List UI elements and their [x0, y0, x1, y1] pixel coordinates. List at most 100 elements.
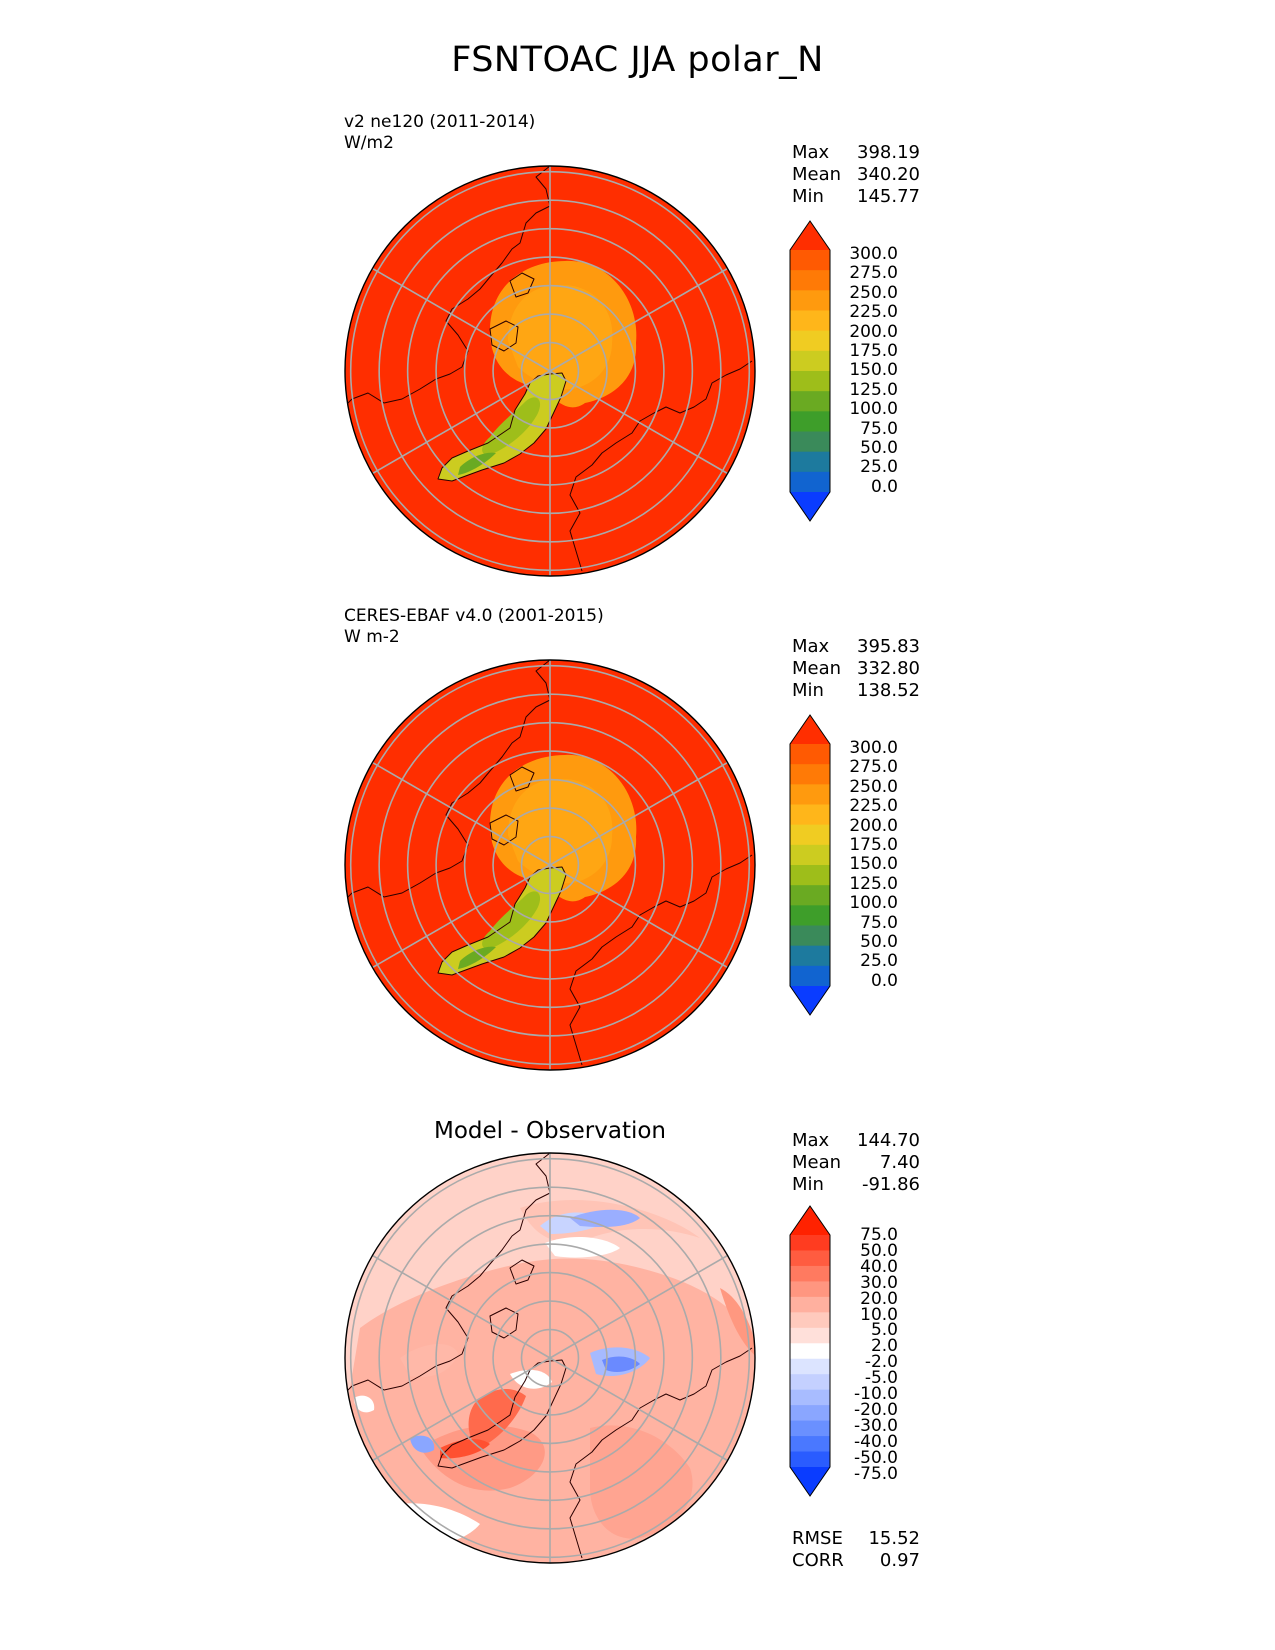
colorbar-tick-label: -50.0 [854, 1447, 898, 1468]
stat-mean-label: Mean [792, 1152, 842, 1173]
colorbar-tick-label: 5.0 [870, 1320, 898, 1341]
polar-map-model [344, 165, 756, 577]
colorbar-segment [790, 925, 830, 947]
colorbar-tick-label: 275.0 [849, 757, 898, 778]
colorbar-segment [790, 885, 830, 906]
colorbar-segment [790, 764, 830, 785]
colorbar-tick-label: 125.0 [849, 873, 898, 894]
colorbar-segment [790, 371, 830, 392]
colorbar-segment [790, 431, 830, 453]
panel-diff-title: Model - Observation [433, 1118, 667, 1144]
colorbar-tick-label: 150.0 [849, 854, 898, 875]
colorbar-segment [790, 1235, 830, 1252]
colorbar-tick-label: 50.0 [860, 438, 898, 458]
colorbar-segment [790, 784, 830, 806]
field-arctic-ocean [490, 754, 637, 902]
panel-model-units: W/m2 [344, 133, 394, 153]
longitude-line [549, 1357, 728, 1462]
colorbar-tick-label: 300.0 [849, 244, 898, 264]
colorbar-segment [790, 1405, 830, 1422]
stat-min-value: 138.52 [857, 680, 920, 701]
colorbar-segment [790, 1389, 830, 1406]
coastline [345, 660, 551, 906]
colorbar-segment [790, 451, 830, 473]
longitude-line [549, 761, 728, 866]
colorbar-tick-label: 275.0 [849, 263, 898, 284]
colorbar-tick-label: 20.0 [860, 1288, 898, 1309]
diff-field-region [354, 1395, 375, 1413]
longitude-line [372, 1357, 551, 1462]
colorbar-segment [790, 965, 830, 987]
stat-max-label: Max [792, 1130, 830, 1151]
figure-title: FSNTOAC JJA polar_N [451, 40, 824, 80]
colorbar-tick-label: 25.0 [860, 951, 898, 972]
corr-label: CORR [792, 1550, 844, 1571]
colorbar-segment [790, 270, 830, 291]
coastline [509, 1259, 535, 1285]
panel-model-label: v2 ne120 (2011-2014) [344, 112, 536, 132]
panel-obs-label: CERES-EBAF v4.0 (2001-2015) [344, 606, 604, 626]
colorbar-tick-label: 50.0 [860, 1240, 898, 1261]
stat-min-value: -91.86 [861, 1174, 920, 1195]
colorbar-tick-label: 25.0 [860, 457, 898, 478]
colorbar-tick-label: -30.0 [854, 1415, 898, 1436]
coastline [345, 1153, 551, 1399]
colorbar-tick-label: 75.0 [860, 912, 898, 933]
colorbar-segment [790, 1265, 830, 1282]
coastline [489, 814, 519, 846]
colorbar-segment [790, 1420, 830, 1437]
polar-map-difference [344, 1152, 756, 1564]
colorbar-tick-label: 2.0 [870, 1336, 898, 1357]
panel-diff-metrics: RMSE 15.52 CORR 0.97 [792, 1528, 920, 1572]
longitude-line [372, 864, 551, 969]
diff-field-region [570, 1209, 640, 1228]
colorbar-segment [790, 411, 830, 433]
colorbar-extend-min [790, 492, 830, 521]
colorbar-tick-label: -10.0 [854, 1384, 898, 1404]
rmse-value: 15.52 [868, 1528, 920, 1549]
colorbar-tick-label: 0.0 [870, 476, 898, 497]
stat-mean-label: Mean [792, 164, 842, 185]
stat-mean-label: Mean [792, 658, 842, 679]
field-greenland-interior [482, 397, 541, 455]
stat-max-value: 398.19 [857, 142, 920, 163]
colorbar-tick-label: -75.0 [854, 1463, 898, 1484]
colorbar-tick-label: 40.0 [860, 1256, 898, 1277]
colorbar-segment [790, 905, 830, 927]
stat-max-value: 144.70 [857, 1130, 920, 1151]
colorbar-segment [790, 1374, 830, 1391]
colorbar-segment [790, 945, 830, 967]
colorbar-tick-label: 0.0 [870, 970, 898, 991]
map-boundary [344, 165, 756, 577]
colorbar-extend-max [790, 1206, 830, 1235]
colorbar-segment [790, 1451, 830, 1468]
diff-field-region [468, 1388, 526, 1448]
colorbar-segment [790, 1343, 830, 1360]
diff-field-region [590, 1425, 693, 1539]
colorbar-tick-label: 10.0 [860, 1304, 898, 1325]
field-arctic-core [508, 284, 613, 390]
stat-mean-value: 332.80 [857, 658, 920, 679]
colorbar-segment [790, 250, 830, 271]
colorbar-tick-label: 50.0 [860, 932, 898, 952]
colorbar-segment [790, 310, 830, 332]
longitude-line [372, 370, 551, 475]
field-arctic-ocean [490, 260, 637, 408]
colorbar-tick-label: -20.0 [854, 1399, 898, 1420]
longitude-line [372, 761, 551, 866]
stat-max-label: Max [792, 142, 830, 163]
colorbar-tick-label: 30.0 [860, 1272, 898, 1293]
colorbar-difference [789, 1205, 831, 1497]
diff-field-region [440, 1439, 490, 1459]
colorbar-tick-label: 225.0 [849, 302, 898, 323]
colorbar-segment [790, 1436, 830, 1453]
corr-value: 0.97 [879, 1550, 920, 1571]
colorbar-segment [790, 744, 830, 765]
colorbar-tick-label: 100.0 [849, 399, 898, 420]
diff-field-region [400, 1343, 458, 1378]
longitude-line [549, 1254, 728, 1359]
rmse-label: RMSE [792, 1528, 843, 1549]
colorbar-segment [790, 824, 830, 846]
colorbar-segment [790, 1281, 830, 1298]
colorbar-tick-label: 250.0 [849, 776, 898, 797]
